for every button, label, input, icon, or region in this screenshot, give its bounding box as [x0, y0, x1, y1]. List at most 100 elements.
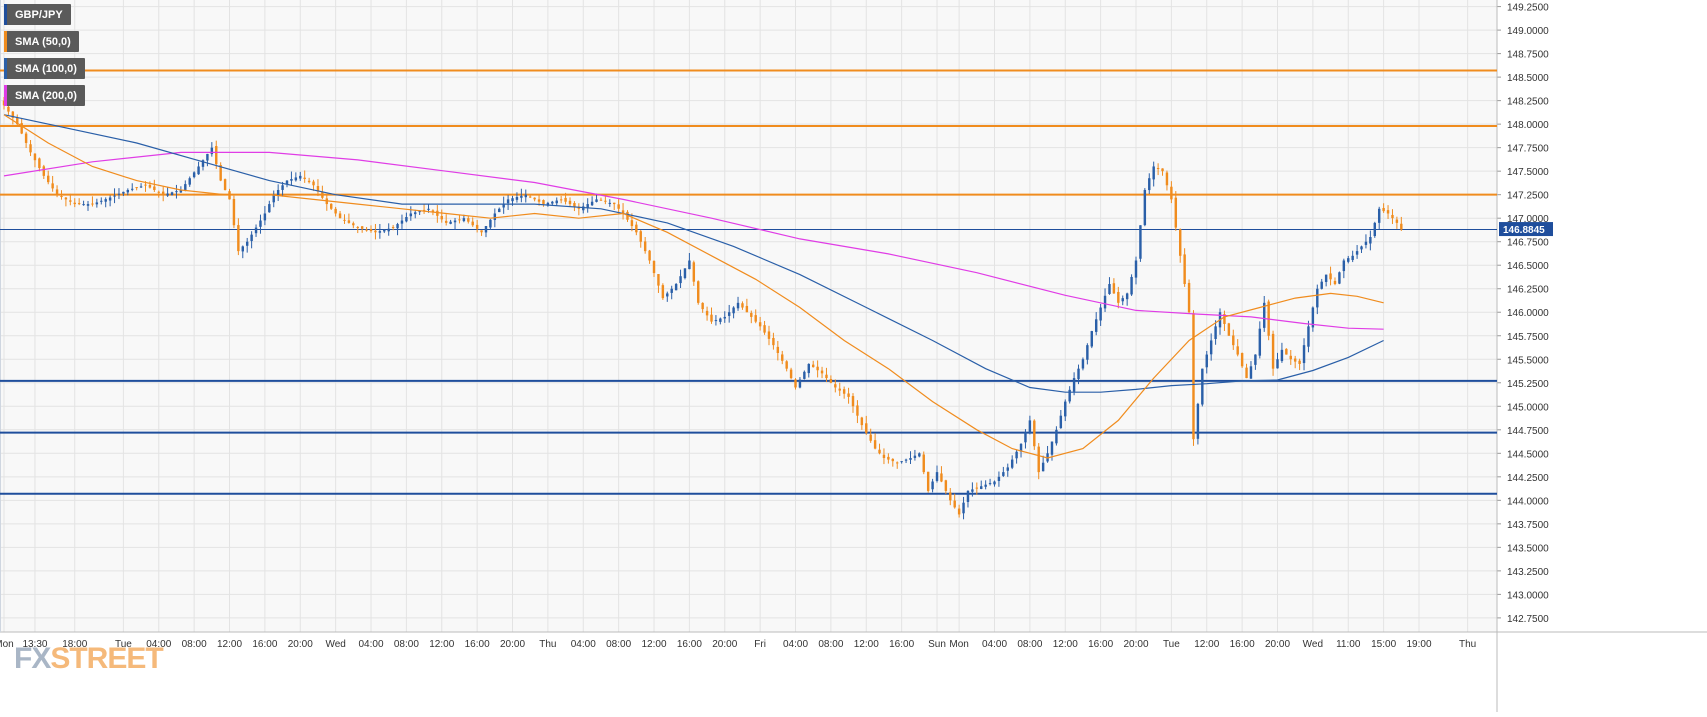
candle-body: [1214, 326, 1217, 339]
candle-body: [1232, 335, 1235, 346]
candle-body: [1285, 348, 1288, 355]
candle-body: [316, 186, 320, 192]
candle-body: [303, 177, 306, 180]
candle-body: [338, 213, 342, 219]
legend-item-sma100[interactable]: SMA (100,0): [4, 58, 85, 79]
legend-swatch: [4, 58, 7, 79]
candle-body: [1019, 443, 1023, 452]
candle-body: [1205, 354, 1208, 368]
x-tick-label: 19:00: [1406, 639, 1431, 650]
candle-body: [604, 200, 607, 202]
candle-body: [1391, 214, 1394, 219]
candle-body: [440, 216, 443, 220]
legend-label: SMA (200,0): [15, 89, 77, 102]
y-tick-label: 143.7500: [1507, 520, 1549, 531]
candle-body: [414, 212, 417, 215]
candle-body: [210, 147, 214, 155]
candle-body: [1148, 178, 1151, 191]
candle-body: [201, 160, 205, 167]
y-tick-label: 145.2500: [1507, 379, 1549, 390]
candle-body: [590, 201, 594, 206]
candle-body: [723, 316, 726, 319]
candle-body: [1059, 415, 1063, 429]
candle-body: [73, 202, 76, 205]
candle-body: [997, 476, 1001, 481]
candle-body: [595, 199, 598, 202]
x-tick-label: Thu: [539, 639, 556, 650]
candle-body: [131, 188, 134, 190]
candle-body: [16, 117, 19, 125]
candle-body: [1400, 223, 1403, 230]
candle-body: [232, 199, 236, 226]
y-tick-label: 147.2500: [1507, 191, 1549, 202]
legend-item-sma200[interactable]: SMA (200,0): [4, 85, 85, 106]
candle-body: [1099, 307, 1102, 321]
candle-body: [1311, 307, 1315, 328]
candle-body: [900, 461, 903, 463]
candle-body: [701, 302, 704, 310]
candle-body: [657, 274, 660, 286]
candle-body: [1156, 168, 1160, 170]
candle-body: [1342, 260, 1346, 272]
candle-body: [568, 200, 572, 205]
x-tick-label: Sun: [928, 639, 946, 650]
candles: [2, 96, 1403, 520]
candle-body: [1143, 189, 1147, 226]
candle-body: [1302, 345, 1306, 364]
candle-body: [873, 440, 877, 449]
candle-body: [11, 111, 15, 118]
candle-body: [294, 177, 298, 181]
candle-body: [692, 262, 696, 282]
candle-body: [635, 224, 638, 233]
candle-body: [714, 320, 718, 322]
candle-body: [732, 307, 735, 314]
candle-body: [643, 241, 647, 252]
candle-body: [161, 191, 165, 195]
candle-body: [940, 473, 943, 482]
logo-part: FX: [14, 642, 51, 675]
candle-body: [617, 204, 620, 209]
x-tick-label: Wed: [325, 639, 345, 650]
candle-body: [206, 153, 209, 161]
y-tick-label: 144.5000: [1507, 449, 1549, 460]
candle-body: [666, 293, 669, 297]
candle-body: [1329, 273, 1332, 280]
candle-body: [639, 231, 642, 242]
candle-body: [697, 281, 700, 303]
candle-body: [1117, 291, 1120, 303]
candle-body: [480, 230, 483, 233]
candle-body: [781, 354, 784, 361]
candle-body: [564, 197, 567, 202]
candle-body: [475, 224, 479, 229]
candle-body: [356, 227, 359, 229]
legend-swatch: [4, 31, 7, 52]
candle-body: [484, 226, 488, 233]
candle-body: [741, 303, 744, 308]
legend-item-sma50[interactable]: SMA (50,0): [4, 31, 79, 52]
candle-body: [750, 312, 753, 317]
x-tick-label: 04:00: [146, 639, 171, 650]
candle-body: [347, 220, 351, 223]
candle-body: [352, 223, 355, 226]
legend-item-gbpjpy[interactable]: GBP/JPY: [4, 4, 71, 25]
candle-body: [887, 456, 890, 460]
candle-body: [1081, 359, 1085, 369]
candle-body: [798, 379, 802, 388]
x-tick-label: 04:00: [783, 639, 808, 650]
candle-body: [652, 260, 656, 274]
candle-body: [621, 210, 625, 214]
candle-body: [95, 202, 99, 205]
candle-body: [816, 366, 819, 371]
candle-body: [926, 471, 930, 491]
y-tick-label: 144.2500: [1507, 473, 1549, 484]
x-tick-label: 20:00: [1123, 639, 1148, 650]
candle-body: [1165, 172, 1169, 186]
candle-body: [188, 178, 191, 185]
candle-body: [24, 133, 28, 143]
y-tick-label: 145.5000: [1507, 355, 1549, 366]
candle-body: [215, 146, 218, 165]
y-tick-label: 148.2500: [1507, 97, 1549, 108]
sma50-line: [3, 114, 1384, 459]
candle-body: [1333, 280, 1337, 285]
